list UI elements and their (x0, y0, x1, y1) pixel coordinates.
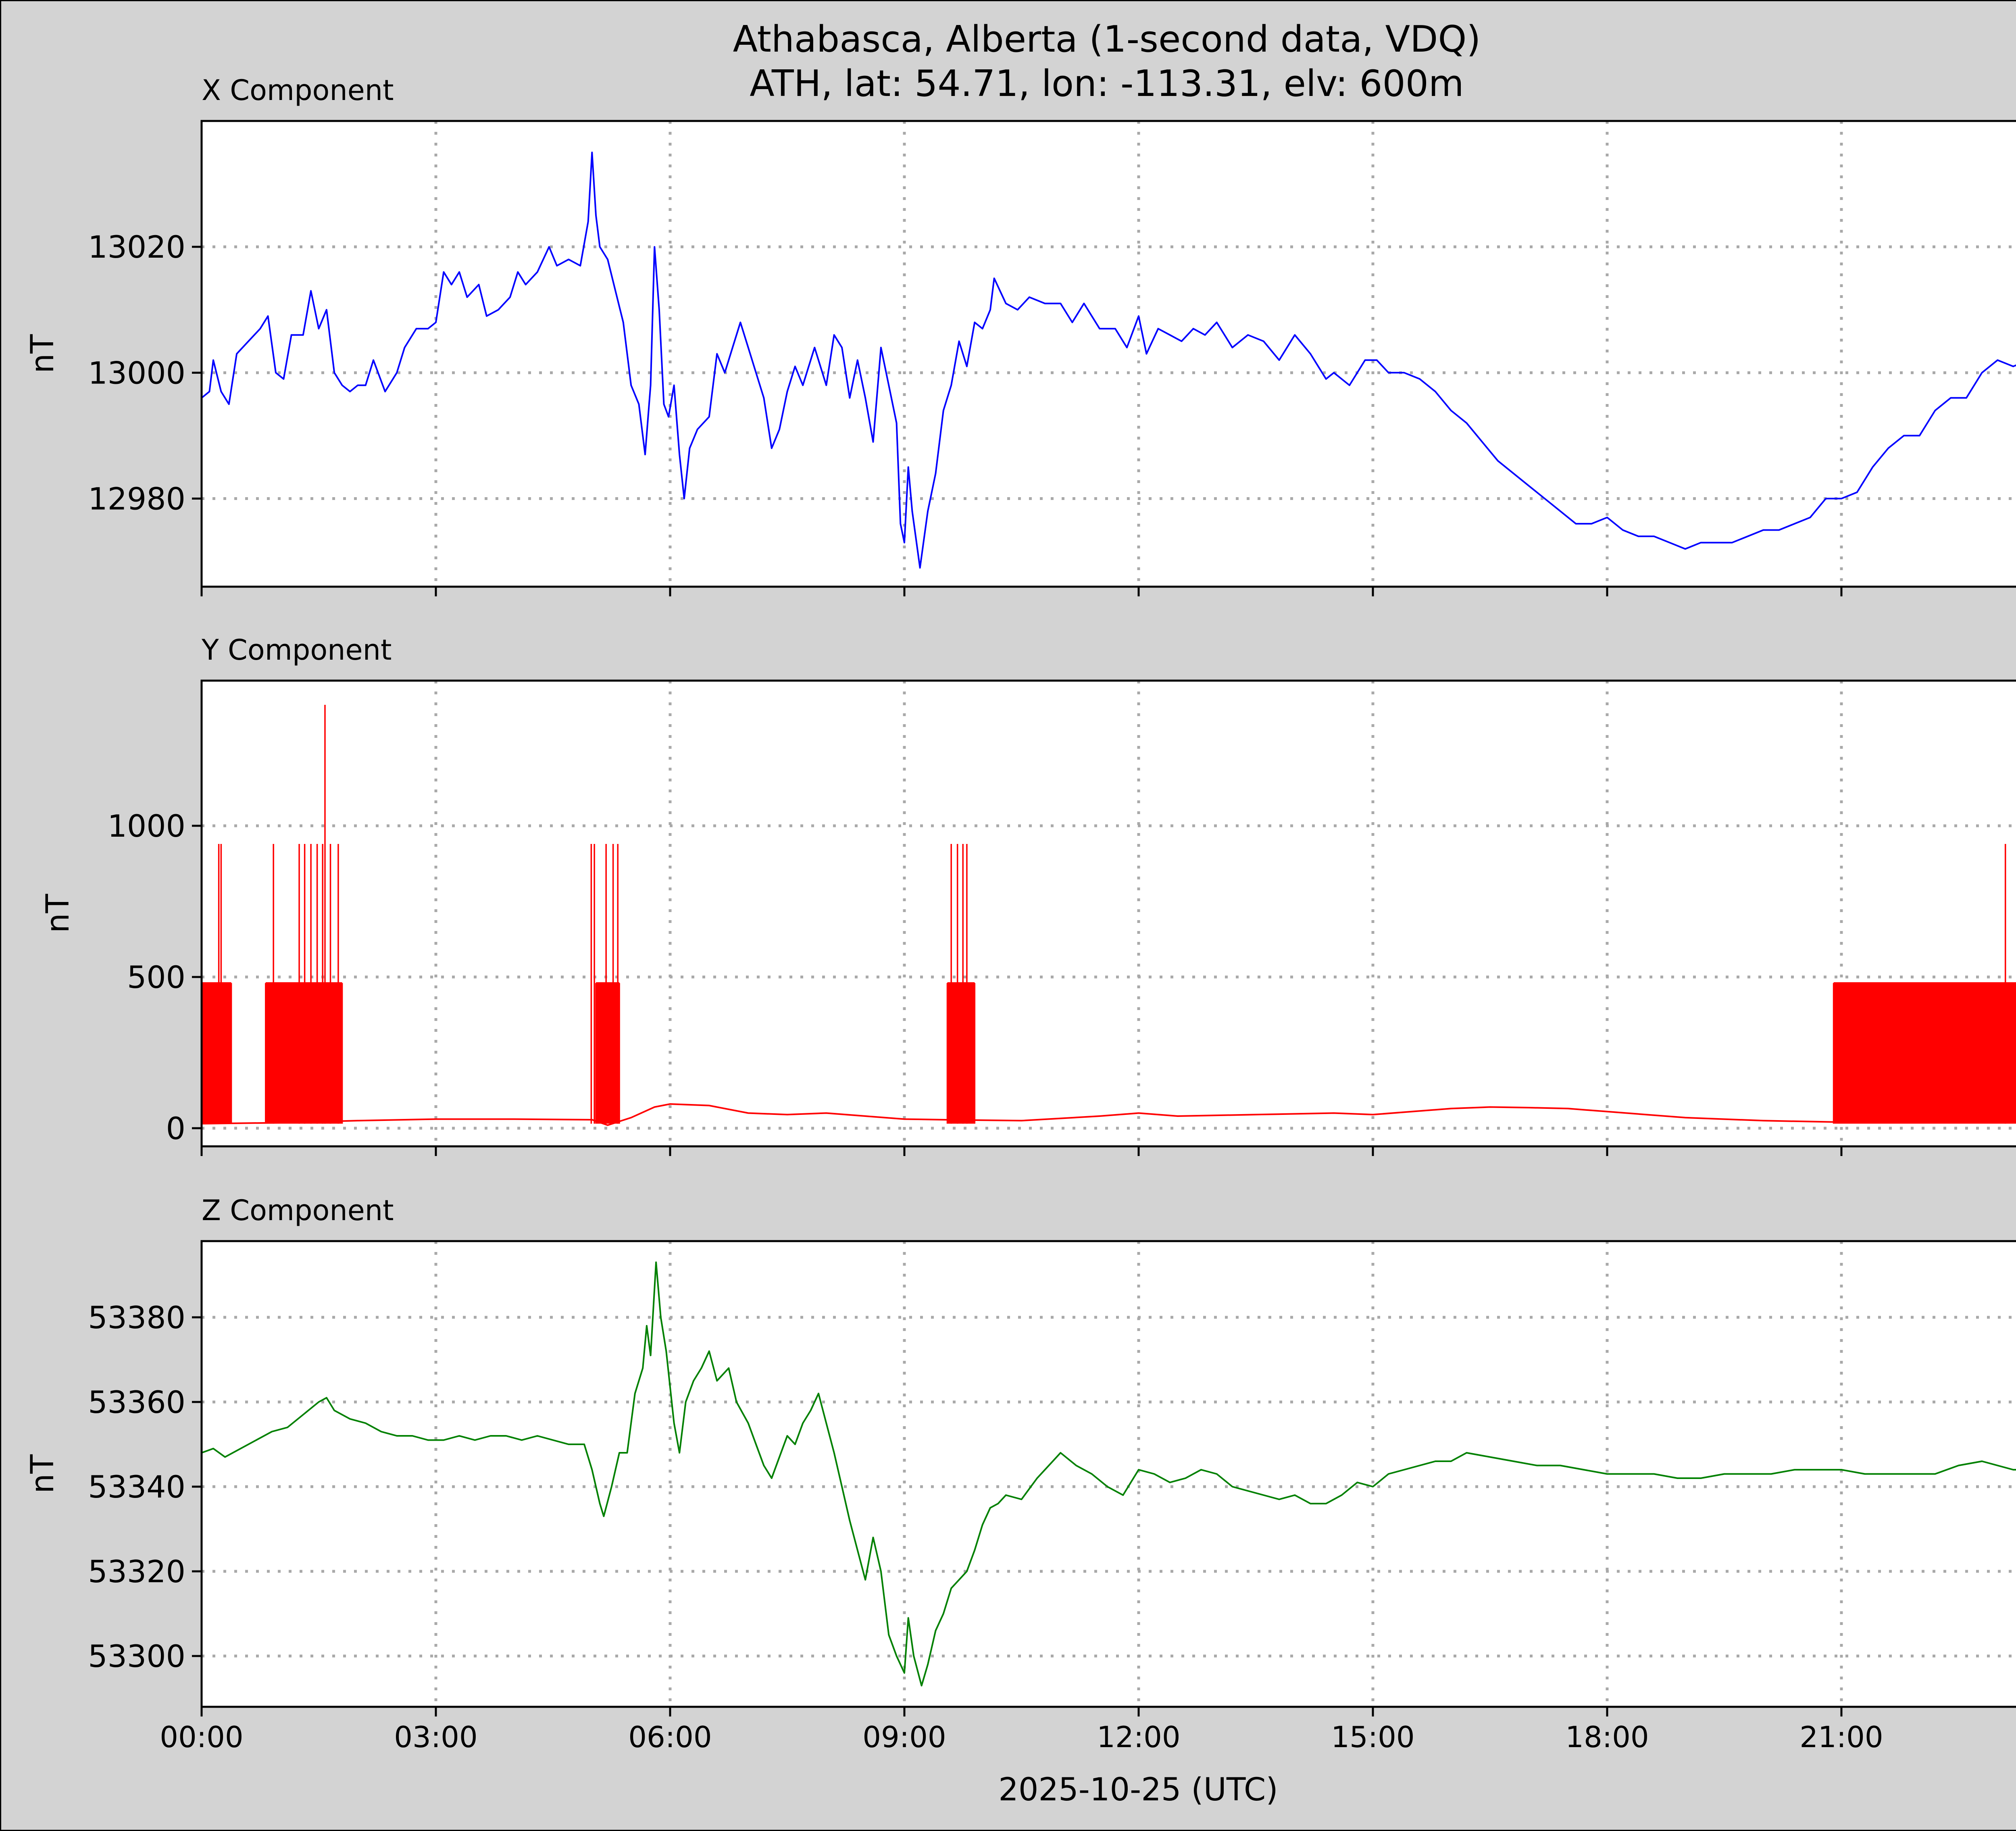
panel-2: 0 500 1000 Y Component nT (40, 633, 2016, 1156)
spike-band (595, 983, 620, 1124)
series-group (202, 705, 2016, 1126)
spike-band (202, 983, 232, 1124)
figure-title-line2: ATH, lat: 54.71, lon: -113.31, elv: 600m (750, 62, 1464, 105)
x-tick-label: 09:00 (862, 1720, 946, 1754)
y-tick-label: 53320 (88, 1554, 185, 1589)
y-tick-label: 53360 (88, 1384, 185, 1420)
plot-area (202, 681, 2016, 1146)
panel-title: Y Component (201, 633, 392, 667)
series-line (202, 152, 2016, 569)
panel-title: Z Component (202, 1194, 394, 1227)
x-axis-label: 2025-10-25 (UTC) (998, 1772, 1278, 1808)
y-tick-label: 1000 (108, 808, 185, 844)
y-tick-label: 53300 (88, 1638, 185, 1674)
panel-1: 12980 13000 13020 X Component nT (25, 74, 2016, 596)
figure-title-line1: Athabasca, Alberta (1-second data, VDQ) (733, 18, 1481, 60)
y-tick-label: 13020 (88, 229, 185, 265)
y-tick-label: 53380 (88, 1300, 185, 1335)
series-group (202, 1261, 2016, 1687)
x-tick-label: 18:00 (1565, 1720, 1649, 1754)
y-tick-label: 13000 (88, 355, 185, 391)
series-line (202, 1261, 2016, 1687)
panel-title: X Component (202, 74, 394, 107)
x-tick-label: 06:00 (628, 1720, 712, 1754)
y-axis-label: nT (40, 894, 76, 933)
plot-area (202, 121, 2016, 587)
x-tick-label: 15:00 (1331, 1720, 1415, 1754)
y-tick-label: 0 (166, 1110, 185, 1146)
x-tick-label: 00:00 (160, 1720, 244, 1754)
spike-band (1833, 983, 2016, 1124)
x-tick-label: 12:00 (1097, 1720, 1181, 1754)
series-baseline (202, 1103, 2016, 1126)
x-tick-label: 21:00 (1799, 1720, 1883, 1754)
panels-group: 12980 13000 13020 X Component nT 0 500 1000 Y Co… (25, 74, 2016, 1754)
y-axis-label: nT (25, 1454, 61, 1494)
series-group (202, 152, 2016, 569)
panel-3: 53300 53320 53340 53360 53380 00:00 03:00 06:00… (25, 1194, 2016, 1754)
y-axis-label: nT (25, 334, 61, 373)
y-tick-label: 500 (127, 959, 185, 995)
y-tick-label: 12980 (88, 481, 185, 517)
plot-area (202, 1241, 2016, 1707)
x-tick-label: 03:00 (394, 1720, 478, 1754)
y-tick-label: 53340 (88, 1469, 185, 1505)
